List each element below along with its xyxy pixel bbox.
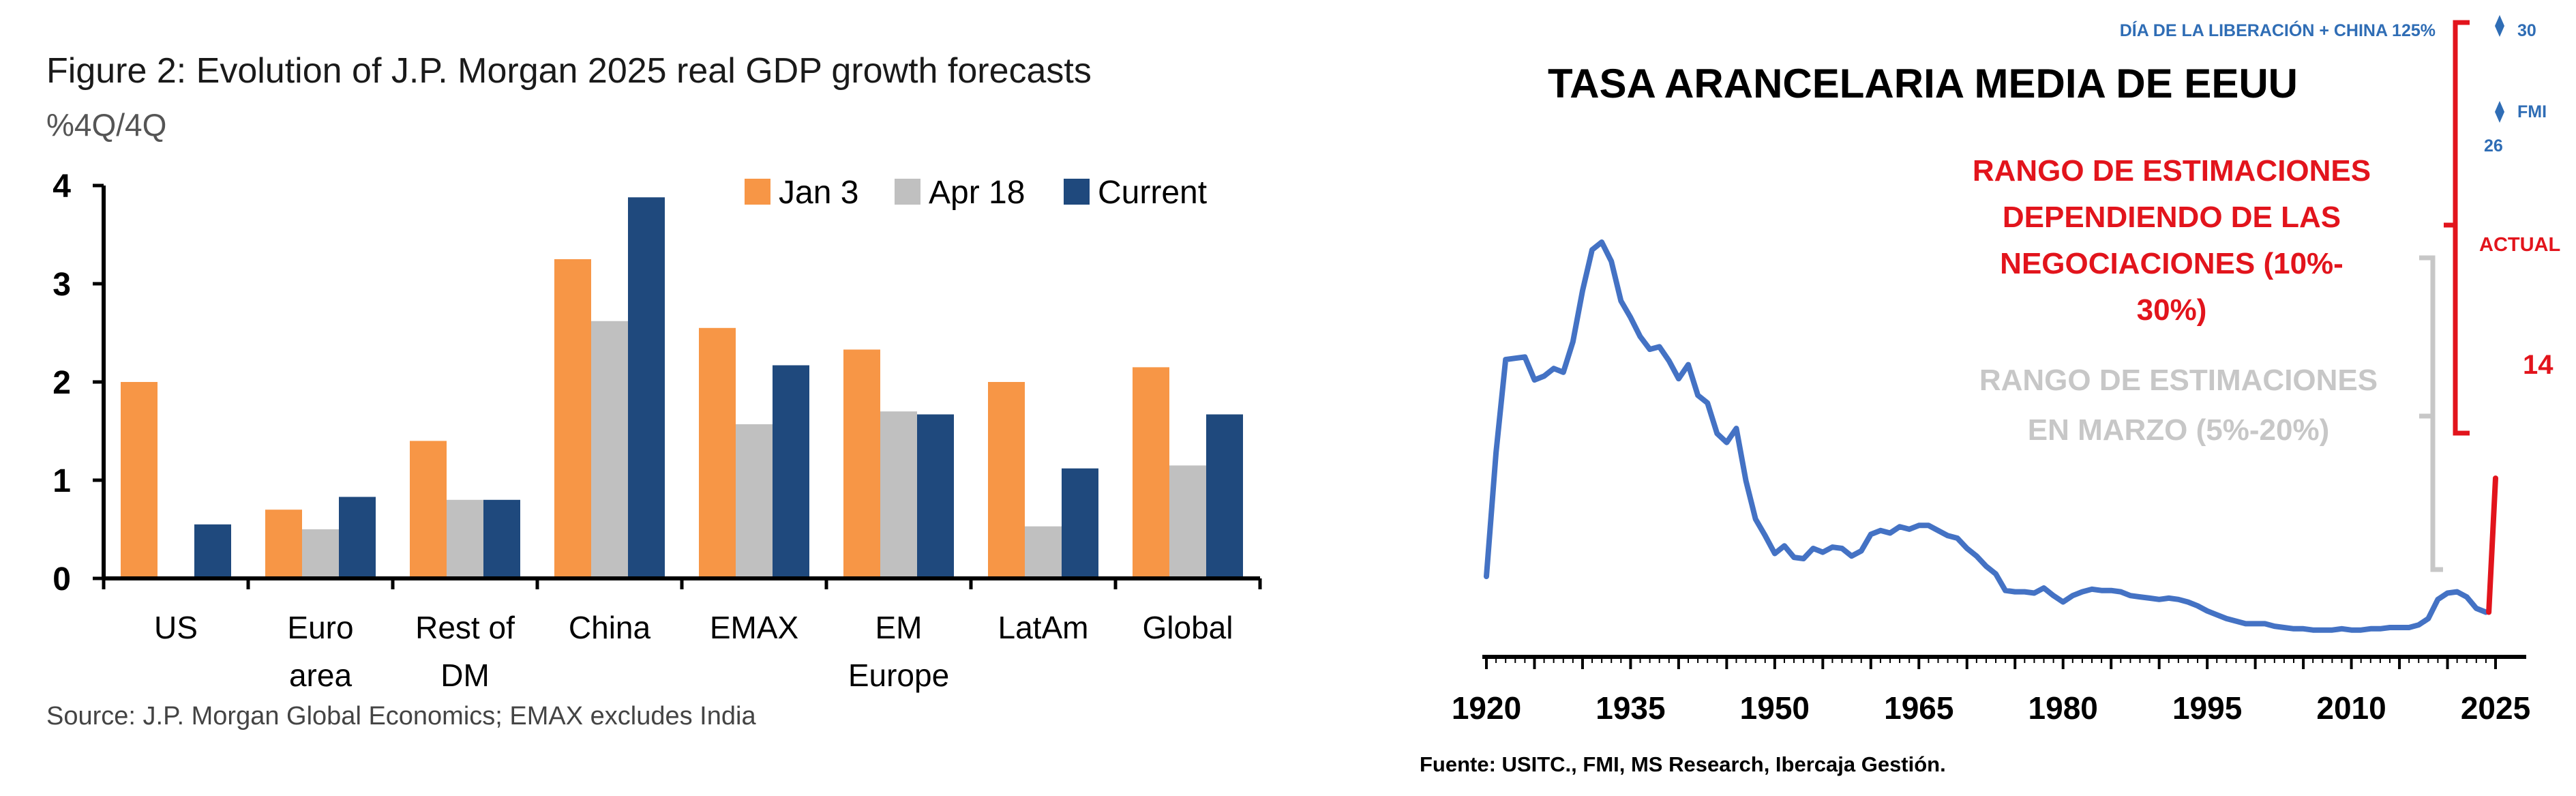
left-y-tick-label: 4 <box>53 168 71 205</box>
liberacion-label: DÍA DE LA LIBERACIÓN + CHINA 125% <box>2120 20 2436 40</box>
bar-apr-18 <box>1025 526 1062 578</box>
left-category-label: Rest of <box>415 610 515 645</box>
left-y-tick-label: 1 <box>53 463 71 499</box>
bar-current <box>194 524 231 578</box>
left-category-label: DM <box>440 658 490 693</box>
left-bars <box>121 197 1243 578</box>
right-chart-source: Fuente: USITC., FMI, MS Research, Iberca… <box>1420 752 1946 776</box>
left-legend: Jan 3 Apr 18 Current <box>745 175 1207 211</box>
actual-label: ACTUAL <box>2479 234 2560 256</box>
bar-jan-3 <box>1133 367 1169 578</box>
legend-swatch <box>745 179 770 205</box>
current-value-label: 14 <box>2523 350 2553 380</box>
fmi-value: 26 <box>2484 136 2503 156</box>
right-x-tick-label: 1920 <box>1452 690 1521 726</box>
right-line-chart: TASA ARANCELARIA MEDIA DE EEUU 1920 1935 1… <box>1420 15 2560 776</box>
grey-range-line-2: EN MARZO (5%-20%) <box>2028 413 2330 447</box>
right-x-tick-label: 1935 <box>1596 690 1665 726</box>
bar-current <box>1206 414 1243 578</box>
left-y-axis: 0 1 2 3 4 <box>53 168 106 598</box>
right-x-tick-label: 2025 <box>2461 690 2530 726</box>
left-category-label: area <box>289 658 352 693</box>
fmi-diamond <box>2495 101 2504 123</box>
bar-jan-3 <box>699 327 736 578</box>
legend-label: Jan 3 <box>779 175 858 211</box>
red-range-line-2: DEPENDIENDO DE LAS <box>2003 201 2341 234</box>
left-chart-subtitle: %4Q/4Q <box>46 107 166 143</box>
right-chart-title: TASA ARANCELARIA MEDIA DE EEUU <box>1548 61 2298 106</box>
left-chart-title: Figure 2: Evolution of J.P. Morgan 2025 … <box>46 51 1092 91</box>
legend-label: Apr 18 <box>929 175 1025 211</box>
bar-jan-3 <box>988 382 1025 578</box>
bar-jan-3 <box>410 441 447 578</box>
bar-current <box>483 499 520 578</box>
bar-apr-18 <box>591 321 628 578</box>
red-range-line-1: RANGO DE ESTIMACIONES <box>1973 154 2371 188</box>
right-x-tick-label: 1995 <box>2172 690 2242 726</box>
fmi-label: FMI <box>2517 102 2547 121</box>
grey-range-bracket-outline <box>2419 255 2443 572</box>
left-chart-source: Source: J.P. Morgan Global Economics; EM… <box>46 702 756 731</box>
left-category-labels: US Euro area Rest of DM China EMAX EM Europe LatA… <box>154 610 1233 693</box>
left-y-tick-label: 2 <box>53 365 71 401</box>
left-category-label: US <box>154 610 198 645</box>
left-category-label: LatAm <box>998 610 1089 645</box>
grey-range-line-1: RANGO DE ESTIMACIONES <box>1979 364 2378 397</box>
bar-current <box>917 414 954 578</box>
left-category-label: Global <box>1143 610 1233 645</box>
right-x-tick-label: 1965 <box>1884 690 1953 726</box>
legend-swatch <box>1064 179 1090 205</box>
right-series <box>1484 239 2498 633</box>
red-range-line-3: NEGOCIACIONES (10%- <box>2000 247 2343 280</box>
bar-jan-3 <box>554 259 591 578</box>
left-category-label: EM <box>875 610 923 645</box>
legend-swatch <box>895 179 920 205</box>
bar-jan-3 <box>843 349 880 578</box>
bar-current <box>1062 468 1098 578</box>
bar-apr-18 <box>1169 465 1206 578</box>
left-category-label: Euro <box>287 610 353 645</box>
red-range-bracket <box>2444 20 2470 436</box>
marker-30-diamond <box>2495 15 2504 37</box>
bar-current <box>339 497 376 578</box>
red-range-line-4: 30%) <box>2137 293 2207 327</box>
bar-jan-3 <box>265 510 302 578</box>
right-x-axis: 1920 1935 1950 1965 1980 1995 2010 2025 <box>1452 655 2530 726</box>
right-x-tick-label: 1950 <box>1740 690 1810 726</box>
left-x-axis <box>102 576 1262 589</box>
legend-label: Current <box>1098 175 1207 211</box>
bar-apr-18 <box>736 424 773 578</box>
left-y-tick-label: 3 <box>53 267 71 303</box>
current-estimate-line <box>2486 475 2498 615</box>
tariff-rate-line <box>1484 239 2489 633</box>
left-bar-chart: Figure 2: Evolution of J.P. Morgan 2025 … <box>46 51 1262 731</box>
left-category-label: China <box>569 610 651 645</box>
left-y-tick-label: 0 <box>53 561 71 598</box>
bar-jan-3 <box>121 382 158 578</box>
bar-apr-18 <box>880 411 917 578</box>
bar-current <box>628 197 665 578</box>
left-category-label: Europe <box>848 658 949 693</box>
bar-apr-18 <box>302 529 339 578</box>
left-category-label: EMAX <box>710 610 798 645</box>
right-x-tick-label: 1980 <box>2028 690 2098 726</box>
bar-current <box>773 365 809 578</box>
marker-30-value: 30 <box>2517 21 2536 40</box>
bar-apr-18 <box>447 499 483 578</box>
right-x-tick-label: 2010 <box>2316 690 2386 726</box>
